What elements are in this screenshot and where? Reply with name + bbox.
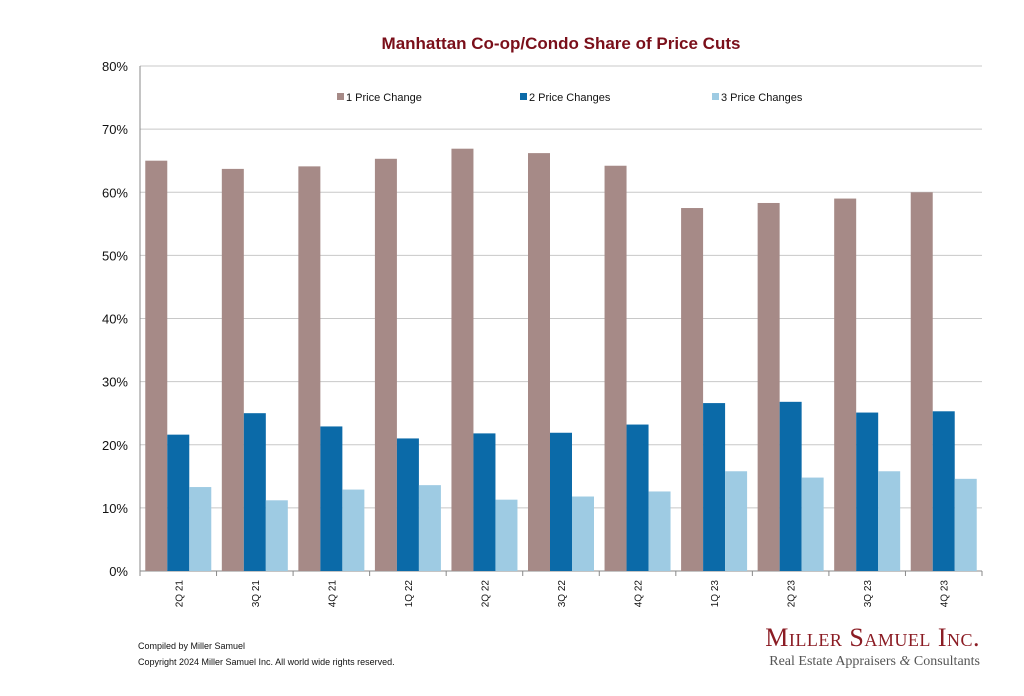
x-tick-label: 2Q 21 xyxy=(174,580,185,608)
bar xyxy=(528,153,550,572)
y-tick-label: 0% xyxy=(109,564,128,579)
bars xyxy=(145,148,977,572)
y-tick-label: 50% xyxy=(102,248,128,263)
bar xyxy=(221,168,244,572)
bar xyxy=(473,433,496,571)
legend-label: 2 Price Changes xyxy=(529,92,611,104)
logo-tagline: Real Estate Appraisers & Consultants xyxy=(765,652,980,672)
bar xyxy=(418,485,441,571)
bar xyxy=(243,413,266,571)
bar xyxy=(725,471,748,571)
x-tick-label: 2Q 23 xyxy=(787,580,798,608)
legend-swatch xyxy=(712,93,719,100)
bar xyxy=(856,412,879,571)
chart-title: Manhattan Co-op/Condo Share of Price Cut… xyxy=(382,34,741,53)
legend-label: 1 Price Change xyxy=(346,92,422,104)
bar xyxy=(648,491,671,571)
y-tick-label: 30% xyxy=(102,375,128,390)
bar xyxy=(626,424,649,571)
logo-tagline-b: Consultants xyxy=(913,654,980,669)
x-tick-label: 4Q 21 xyxy=(327,580,338,608)
y-axis-ticks: 0% 10% 20% 30% 40% 50% 60% 70% 80% xyxy=(102,59,128,579)
bar xyxy=(495,499,518,571)
bar xyxy=(878,471,901,571)
bar xyxy=(550,432,572,571)
x-tick-label: 1Q 22 xyxy=(404,580,415,608)
legend-swatch xyxy=(337,93,344,100)
bar xyxy=(145,160,168,571)
y-tick-label: 20% xyxy=(102,438,128,453)
bar xyxy=(932,411,955,571)
y-tick-label: 80% xyxy=(102,59,128,74)
bar xyxy=(681,208,704,571)
bar xyxy=(703,403,726,571)
bar xyxy=(604,165,627,572)
legend: 1 Price Change 2 Price Changes 3 Price Cha… xyxy=(337,92,803,104)
bar xyxy=(451,148,474,571)
x-tick-label: 4Q 23 xyxy=(940,580,951,608)
y-tick-label: 10% xyxy=(102,501,128,516)
bar xyxy=(298,166,321,571)
footer-copyright: Copyright 2024 Miller Samuel Inc. All wo… xyxy=(138,657,395,667)
x-tick-label: 1Q 23 xyxy=(710,580,721,608)
y-tick-label: 60% xyxy=(102,185,128,200)
legend-swatch xyxy=(520,93,527,100)
bar xyxy=(572,496,594,571)
y-tick-label: 40% xyxy=(102,312,128,327)
bar xyxy=(189,487,212,571)
logo-name: Miller Samuel Inc. xyxy=(765,623,980,652)
x-axis-ticks: 2Q 21 3Q 21 4Q 21 1Q 22 2Q 22 3Q 22 4Q 22 1Q 23… xyxy=(139,571,983,608)
logo-tagline-a: Real Estate Appraisers xyxy=(769,654,896,669)
bar xyxy=(396,438,419,571)
footer-compiled: Compiled by Miller Samuel xyxy=(138,641,246,651)
bar xyxy=(910,192,933,571)
x-tick-label: 3Q 23 xyxy=(863,580,874,608)
bar xyxy=(265,500,288,571)
bar xyxy=(342,489,365,571)
x-tick-label: 2Q 22 xyxy=(480,580,491,608)
bar xyxy=(834,198,857,571)
y-tick-label: 70% xyxy=(102,122,128,137)
x-tick-label: 4Q 22 xyxy=(634,580,645,608)
bar xyxy=(757,202,780,571)
bar xyxy=(954,478,977,571)
bar xyxy=(374,158,397,571)
company-logo: Miller Samuel Inc. Real Estate Appraiser… xyxy=(765,624,980,672)
bar xyxy=(779,401,802,571)
logo-ampersand: & xyxy=(899,654,911,669)
x-tick-label: 3Q 21 xyxy=(251,580,262,608)
x-tick-label: 3Q 22 xyxy=(557,580,568,608)
bar xyxy=(320,426,343,571)
bar xyxy=(167,434,190,571)
bar xyxy=(801,477,824,571)
legend-label: 3 Price Changes xyxy=(721,92,803,104)
